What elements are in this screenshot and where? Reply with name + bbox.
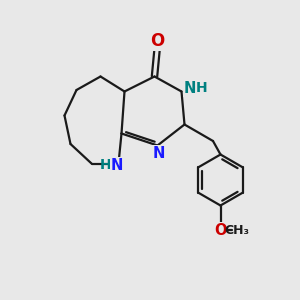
Text: H: H [100, 158, 111, 172]
Text: O: O [214, 223, 227, 238]
Text: N: N [184, 81, 196, 96]
Text: O: O [150, 32, 165, 50]
Text: N: N [111, 158, 123, 172]
Text: CH₃: CH₃ [224, 224, 250, 237]
Text: H: H [196, 82, 207, 95]
Text: N: N [152, 146, 165, 161]
